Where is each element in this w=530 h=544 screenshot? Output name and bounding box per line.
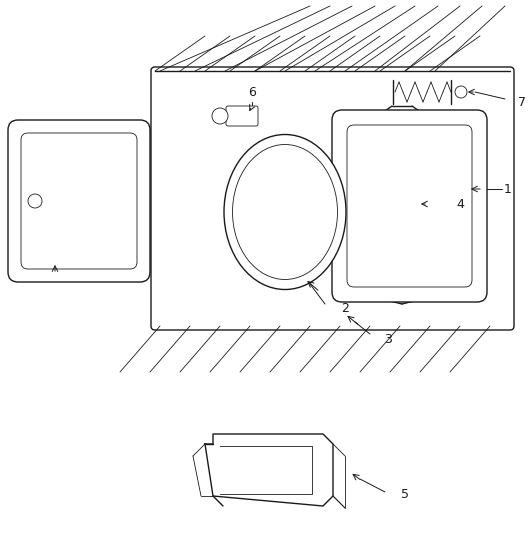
Text: 3: 3 bbox=[384, 332, 392, 345]
Text: 4: 4 bbox=[456, 197, 464, 211]
FancyBboxPatch shape bbox=[226, 106, 258, 126]
Ellipse shape bbox=[233, 145, 338, 280]
Text: 1: 1 bbox=[504, 182, 512, 195]
FancyBboxPatch shape bbox=[8, 120, 150, 282]
Text: 5: 5 bbox=[401, 487, 409, 500]
Text: 7: 7 bbox=[518, 96, 526, 108]
Ellipse shape bbox=[224, 134, 346, 289]
FancyBboxPatch shape bbox=[21, 133, 137, 269]
FancyBboxPatch shape bbox=[332, 110, 487, 302]
FancyBboxPatch shape bbox=[347, 125, 472, 287]
Circle shape bbox=[455, 86, 467, 98]
Text: 2: 2 bbox=[341, 302, 349, 316]
Circle shape bbox=[28, 194, 42, 208]
Text: 6: 6 bbox=[248, 85, 256, 98]
Circle shape bbox=[212, 108, 228, 124]
FancyBboxPatch shape bbox=[151, 67, 514, 330]
